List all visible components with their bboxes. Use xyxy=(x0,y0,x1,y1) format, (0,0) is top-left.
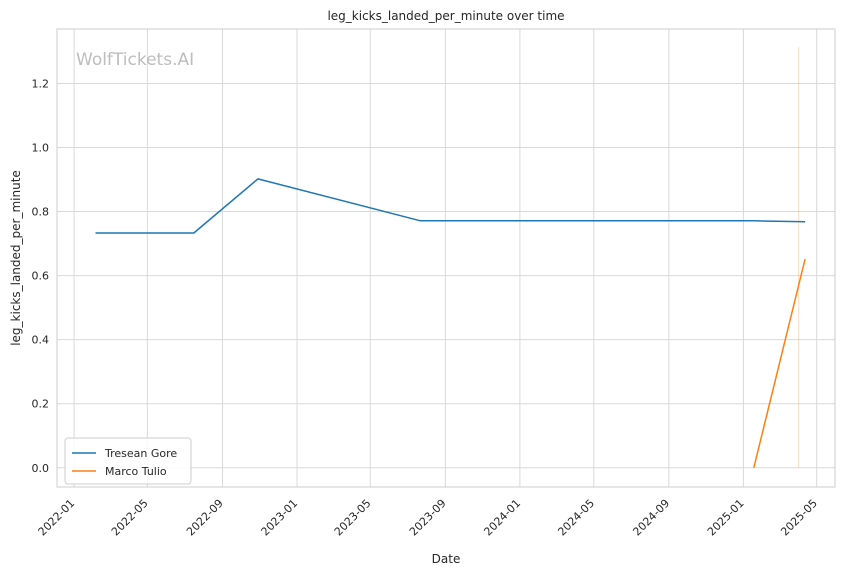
legend-label: Tresean Gore xyxy=(104,447,177,460)
x-tick-labels: 2022-01 2022-05 2022-09 2023-01 2023-05 2023-… xyxy=(36,497,820,539)
x-tick-label: 2023-05 xyxy=(332,497,374,539)
y-tick-labels: 0.0 0.2 0.4 0.6 0.8 1.0 1.2 xyxy=(32,77,50,474)
series-lines xyxy=(95,178,806,468)
x-tick-label: 2024-01 xyxy=(481,497,523,539)
legend: Tresean Gore Marco Tulio xyxy=(64,437,192,485)
y-tick-label: 0.6 xyxy=(32,270,50,283)
x-tick-label: 2022-09 xyxy=(184,497,226,539)
grid xyxy=(57,29,835,487)
y-tick-label: 0.0 xyxy=(32,462,50,475)
y-axis-label: leg_kicks_landed_per_minute xyxy=(9,170,23,346)
x-tick-label: 2025-01 xyxy=(705,497,747,539)
x-axis-label: Date xyxy=(432,552,461,566)
x-tick-label: 2023-01 xyxy=(259,497,301,539)
y-tick-label: 1.2 xyxy=(32,77,50,90)
x-tick-label: 2025-05 xyxy=(778,497,820,539)
plot-frame xyxy=(56,28,836,488)
x-tick-label: 2023-09 xyxy=(407,497,449,539)
y-tick-label: 0.2 xyxy=(32,398,50,411)
x-tick-label: 2024-05 xyxy=(555,497,597,539)
y-tick-label: 0.8 xyxy=(32,206,50,219)
series-line-0 xyxy=(95,178,806,234)
chart-title: leg_kicks_landed_per_minute over time xyxy=(327,9,564,23)
series-line-1 xyxy=(753,258,806,468)
y-tick-label: 1.0 xyxy=(32,142,50,155)
x-tick-label: 2022-05 xyxy=(109,497,151,539)
y-tick-label: 0.4 xyxy=(32,334,50,347)
legend-box xyxy=(64,437,192,485)
watermark: WolfTickets.AI xyxy=(76,50,194,70)
legend-label: Marco Tulio xyxy=(105,465,167,478)
x-tick-label: 2024-09 xyxy=(630,497,672,539)
x-tick-label: 2022-01 xyxy=(36,497,78,539)
